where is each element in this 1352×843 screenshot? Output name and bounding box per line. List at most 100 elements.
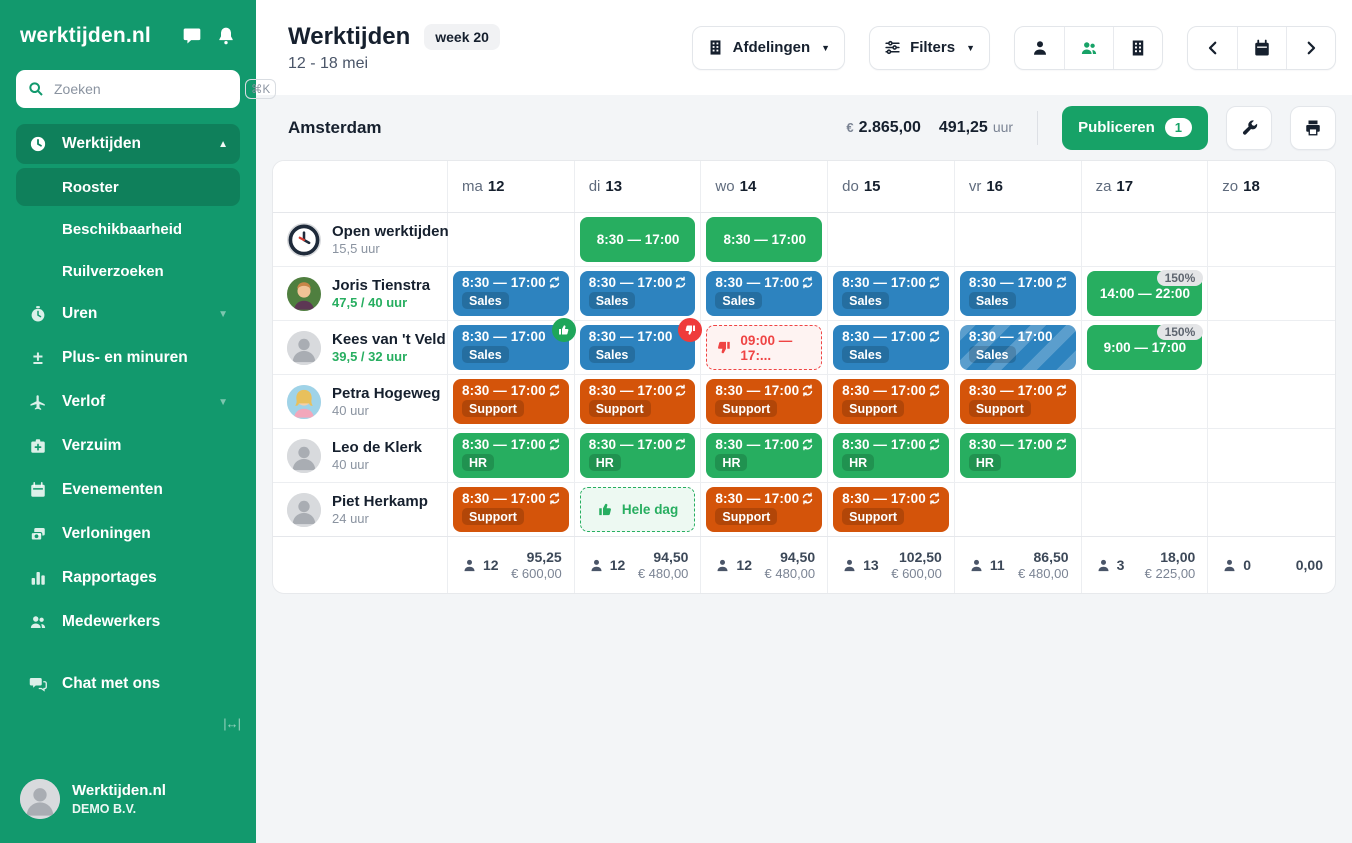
view-person-button[interactable] [1015,27,1064,69]
schedule-cell[interactable]: 8:30 — 17:00 HR [575,429,702,482]
schedule-cell[interactable] [1082,429,1209,482]
view-people-button[interactable] [1064,26,1113,69]
schedule-cell[interactable]: 8:30 — 17:00 Sales [828,321,955,374]
shift-block[interactable]: 8:30 — 17:00 Sales [833,271,949,316]
shift-block[interactable]: 8:30 — 17:00 Support [833,379,949,424]
afdelingen-dropdown[interactable]: Afdelingen ▼ [691,25,846,70]
schedule-cell[interactable] [955,213,1082,266]
sidebar-item-rooster[interactable]: Rooster [16,168,240,206]
sidebar-item-plus-en-minuren[interactable]: ± Plus- en minuren [16,338,240,378]
view-location-button[interactable] [1113,26,1162,69]
availability-block[interactable]: Hele dag [579,487,696,532]
schedule-cell[interactable]: 8:30 — 17:00 HR [448,429,575,482]
schedule-cell[interactable]: 8:30 — 17:00 Sales [575,318,703,374]
sidebar-collapse-icon[interactable]: |↔| [223,716,241,731]
schedule-cell[interactable]: 8:30 — 17:00 Support [448,375,575,428]
schedule-cell[interactable]: 8:30 — 17:00 Support [575,375,702,428]
schedule-cell[interactable] [1208,375,1335,428]
search-input[interactable] [54,81,235,97]
schedule-cell[interactable] [1208,267,1335,320]
shift-block[interactable]: 8:30 — 17:00 HR [706,433,823,478]
sidebar-item-evenementen[interactable]: Evenementen [16,470,240,510]
schedule-cell[interactable]: 8:30 — 17:00 Sales [955,321,1082,374]
search-box[interactable]: ⌘K [16,70,277,108]
employee-cell[interactable]: Piet Herkamp 24 uur [273,483,448,536]
schedule-cell[interactable]: 8:30 — 17:00 Sales [575,267,702,320]
shift-block[interactable]: 8:30 — 17:00 Support [579,379,696,424]
employee-cell[interactable]: Open werktijden 15,5 uur [273,213,449,266]
schedule-cell[interactable] [1208,429,1335,482]
schedule-cell[interactable]: 8:30 — 17:00 Sales [448,318,576,374]
employee-cell[interactable]: Joris Tienstra 47,5 / 40 uur [273,267,448,320]
shift-block[interactable]: 8:30 — 17:00 Support [453,379,569,424]
shift-block[interactable]: 8:30 — 17:00 Sales [579,318,703,370]
prev-week-button[interactable] [1188,27,1237,69]
filters-dropdown[interactable]: Filters ▼ [869,25,990,70]
schedule-cell[interactable] [955,483,1082,536]
schedule-cell[interactable]: 8:30 — 17:00 HR [828,429,955,482]
schedule-cell[interactable]: 8:30 — 17:00 Sales [955,267,1082,320]
notifications-bell-icon[interactable] [216,26,236,46]
shift-block[interactable]: 8:30 — 17:00 Sales [706,271,823,316]
schedule-cell[interactable]: 8:30 — 17:00 Support [448,483,575,536]
schedule-cell[interactable]: 8:30 — 17:00 Sales [828,267,955,320]
sidebar-item-verlof[interactable]: Verlof ▼ [16,382,240,422]
sidebar-item-chat-met-ons[interactable]: Chat met ons [16,664,240,704]
schedule-cell[interactable]: 8:30 — 17:00 [575,213,702,266]
shift-block[interactable]: 8:30 — 17:00 HR [579,433,696,478]
shift-block[interactable]: 8:30 — 17:00 Support [706,487,823,532]
shift-block[interactable]: 8:30 — 17:00 Support [453,487,569,532]
schedule-cell[interactable]: 8:30 — 17:00 Support [955,375,1082,428]
declined-shift-block[interactable]: 09:00 — 17:... [706,325,823,370]
schedule-cell[interactable]: 14:00 — 22:00 150% [1082,267,1209,320]
schedule-cell[interactable]: 9:00 — 17:00 150% [1082,321,1209,374]
publish-button[interactable]: Publiceren 1 [1062,105,1208,150]
open-shift-block[interactable]: 8:30 — 17:00 [579,217,696,262]
schedule-cell[interactable]: 8:30 — 17:00 Support [828,483,955,536]
schedule-cell[interactable]: 8:30 — 17:00 Sales [448,267,575,320]
schedule-cell[interactable] [448,213,575,266]
shift-block[interactable]: 8:30 — 17:00 HR [453,433,569,478]
shift-block[interactable]: 8:30 — 17:00 Sales [453,271,569,316]
sidebar-item-medewerkers[interactable]: Medewerkers [16,602,240,642]
shift-block[interactable]: 8:30 — 17:00 Support [833,487,949,532]
print-button[interactable] [1290,105,1336,150]
schedule-cell[interactable]: 8:30 — 17:00 HR [701,429,829,482]
schedule-cell[interactable] [1208,213,1335,266]
open-shift-block[interactable]: 9:00 — 17:00 150% [1086,324,1204,370]
open-shift-block[interactable]: 8:30 — 17:00 [706,217,823,262]
schedule-cell[interactable]: 8:30 — 17:00 HR [955,429,1082,482]
sidebar-item-beschikbaarheid[interactable]: Beschikbaarheid [16,210,240,248]
schedule-cell[interactable] [1208,483,1335,536]
sidebar-item-werktijden[interactable]: Werktijden ▲ [16,124,240,164]
schedule-cell[interactable]: 8:30 — 17:00 Support [828,375,955,428]
shift-block[interactable]: 8:30 — 17:00 HR [833,433,949,478]
shift-block[interactable]: 8:30 — 17:00 HR [959,433,1076,478]
shift-block[interactable]: 8:30 — 17:00 Sales [579,271,696,316]
schedule-cell[interactable]: 09:00 — 17:... [701,321,829,374]
employee-cell[interactable]: Petra Hogeweg 40 uur [273,375,448,428]
tools-button[interactable] [1226,105,1272,150]
open-shift-block[interactable]: 14:00 — 22:00 150% [1086,270,1204,316]
account-switcher[interactable]: Werktijden.nl DEMO B.V. [16,775,240,823]
shift-block[interactable]: 8:30 — 17:00 Sales [453,318,576,370]
schedule-cell[interactable]: 8:30 — 17:00 Sales [701,267,829,320]
schedule-cell[interactable]: Hele dag [575,483,702,536]
schedule-cell[interactable] [1082,483,1209,536]
shift-block[interactable]: 8:30 — 17:00 Sales [833,325,949,370]
schedule-cell[interactable]: 8:30 — 17:00 [701,213,829,266]
shift-block[interactable]: 8:30 — 17:00 Sales [959,271,1076,316]
messages-icon[interactable] [182,26,202,46]
schedule-cell[interactable] [828,213,955,266]
sidebar-item-verloningen[interactable]: Verloningen [16,514,240,554]
sidebar-item-rapportages[interactable]: Rapportages [16,558,240,598]
employee-cell[interactable]: Leo de Klerk 40 uur [273,429,448,482]
sidebar-item-verzuim[interactable]: Verzuim [16,426,240,466]
next-week-button[interactable] [1286,26,1335,69]
schedule-cell[interactable] [1082,213,1209,266]
sidebar-item-uren[interactable]: Uren ▼ [16,294,240,334]
employee-cell[interactable]: Kees van 't Veld 39,5 / 32 uur [273,321,448,374]
schedule-cell[interactable]: 8:30 — 17:00 Support [701,375,829,428]
schedule-cell[interactable]: 8:30 — 17:00 Support [701,483,829,536]
schedule-cell[interactable] [1082,375,1209,428]
